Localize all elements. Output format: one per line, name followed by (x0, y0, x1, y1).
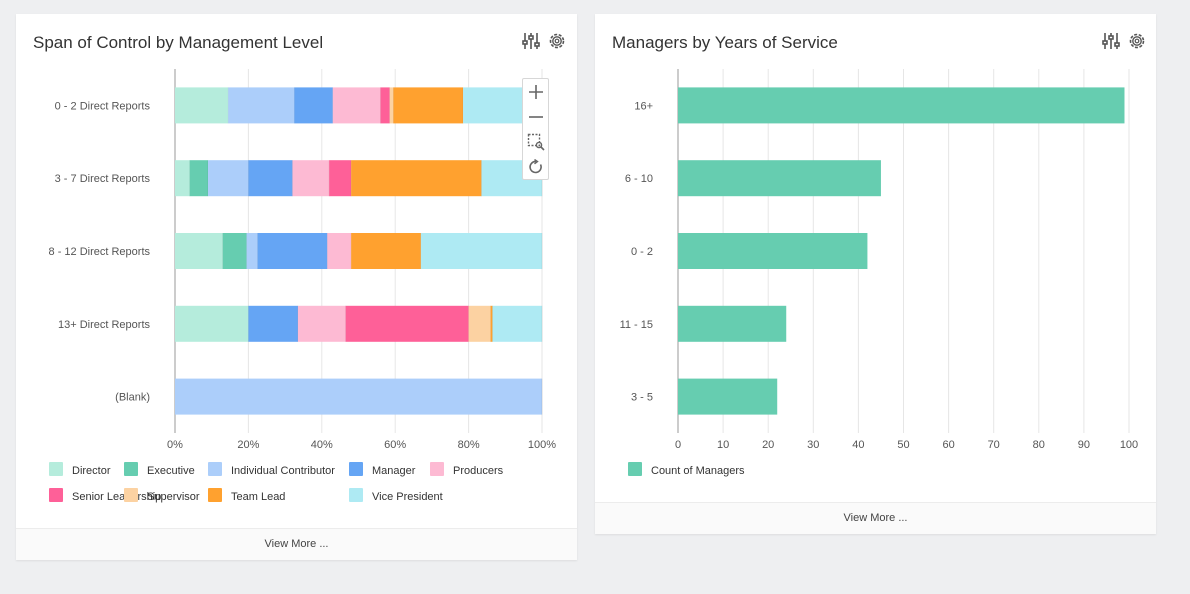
bar-segment (332, 87, 381, 124)
bar-segment (389, 87, 394, 124)
zoom-in-icon[interactable] (523, 79, 548, 104)
bar-segment (297, 305, 346, 342)
bar-segment (678, 160, 881, 197)
y-category-label: 16+ (634, 100, 653, 112)
gear-icon[interactable] (1127, 31, 1147, 51)
x-tick-label: 90 (1078, 439, 1090, 451)
bar-segment (380, 87, 390, 124)
x-tick-label: 20 (762, 439, 774, 451)
bar-segment (175, 160, 190, 197)
card-title: Managers by Years of Service (612, 33, 838, 52)
bar-segment (257, 233, 328, 269)
view-more-link[interactable]: View More ... (595, 502, 1156, 534)
x-tick-label: 40% (311, 439, 333, 451)
span-of-control-card: Span of Control by Management Level 0% 20… (16, 14, 577, 560)
y-category-label: (Blank) (115, 392, 150, 404)
bar-segment (329, 160, 352, 197)
legend-swatch (49, 462, 63, 476)
zoom-out-icon[interactable] (523, 104, 548, 129)
legend-swatch (49, 488, 63, 502)
bar-segment (294, 87, 333, 124)
bar-segment (175, 87, 229, 124)
legend-swatch (208, 488, 222, 502)
legend-label: Team Lead (231, 491, 285, 503)
y-category-label: 11 - 15 (620, 319, 653, 331)
bar-segment (678, 87, 1125, 124)
bar-segment (175, 305, 249, 342)
x-tick-label: 70 (988, 439, 1000, 451)
card-title: Span of Control by Management Level (33, 33, 324, 52)
legend-label: Producers (453, 465, 504, 477)
x-tick-label: 20% (237, 439, 259, 451)
years-of-service-chart: 0 10 20 30 40 50 60 70 80 90 100 16+ 6 - 10 0 - 2 11 -… (620, 69, 1138, 477)
legend-swatch (208, 462, 222, 476)
bar-segment (248, 160, 293, 197)
x-tick-label: 80 (1033, 439, 1045, 451)
x-tick-label: 50 (897, 439, 909, 451)
gear-icon[interactable] (547, 31, 567, 51)
y-category-label: 8 - 12 Direct Reports (49, 246, 151, 258)
bar-segment (420, 233, 542, 269)
bar-segment (228, 87, 295, 124)
bar-segment (222, 233, 247, 269)
bar-segment (345, 305, 469, 342)
bar-segment (175, 378, 542, 415)
y-category-label: 0 - 2 Direct Reports (55, 100, 151, 112)
x-tick-label: 40 (852, 439, 864, 451)
x-tick-label: 10 (717, 439, 729, 451)
legend-label: Executive (147, 465, 195, 477)
bar-segment (678, 305, 787, 342)
zoom-select-icon[interactable] (523, 129, 548, 154)
legend-label: Director (72, 465, 111, 477)
legend-swatch (124, 488, 138, 502)
x-tick-label: 0 (675, 439, 681, 451)
zoom-toolbar (522, 78, 549, 180)
view-more-link[interactable]: View More ... (16, 528, 577, 560)
y-category-label: 6 - 10 (625, 173, 653, 185)
bar-segment (468, 305, 491, 342)
legend-label: Individual Contributor (231, 465, 335, 477)
span-of-control-chart: 0% 20% 40% 60% 80% 100% 0 - 2 Direct Reports 3 … (49, 69, 556, 503)
legend-swatch (349, 462, 363, 476)
x-tick-label: 0% (167, 439, 183, 451)
bar-segment (678, 233, 868, 269)
bar-segment (351, 233, 421, 269)
legend-label: Supervisor (147, 491, 200, 503)
x-tick-label: 100% (528, 439, 556, 451)
x-tick-label: 30 (807, 439, 819, 451)
legend-swatch (124, 462, 138, 476)
y-category-label: 3 - 7 Direct Reports (55, 173, 151, 185)
x-tick-label: 60% (384, 439, 406, 451)
legend-label: Vice President (372, 491, 443, 503)
bar-segment (393, 87, 464, 124)
bar-segment (492, 305, 542, 342)
x-tick-label: 100 (1120, 439, 1138, 451)
years-of-service-card: Managers by Years of Service 0 10 20 30 40 50… (595, 14, 1156, 534)
legend-label: Count of Managers (651, 465, 745, 477)
reset-zoom-icon[interactable] (523, 154, 548, 179)
bar-segment (327, 233, 352, 269)
legend-label: Senior Leadership (72, 491, 161, 503)
filter-sliders-icon[interactable] (1101, 31, 1121, 51)
bar-segment (490, 305, 493, 342)
bar-segment (351, 160, 482, 197)
legend-swatch (628, 462, 642, 476)
bar-segment (246, 233, 258, 269)
bar-segment (189, 160, 209, 197)
filter-sliders-icon[interactable] (521, 31, 541, 51)
bar-segment (292, 160, 330, 197)
bar-segment (175, 233, 223, 269)
x-tick-label: 60 (942, 439, 954, 451)
bar-segment (208, 160, 249, 197)
y-category-label: 0 - 2 (631, 246, 653, 258)
legend-label: Manager (372, 465, 416, 477)
x-tick-label: 80% (458, 439, 480, 451)
y-category-label: 3 - 5 (631, 392, 653, 404)
y-category-label: 13+ Direct Reports (58, 319, 151, 331)
legend-swatch (430, 462, 444, 476)
bar-segment (678, 378, 778, 415)
bar-segment (248, 305, 298, 342)
legend-swatch (349, 488, 363, 502)
